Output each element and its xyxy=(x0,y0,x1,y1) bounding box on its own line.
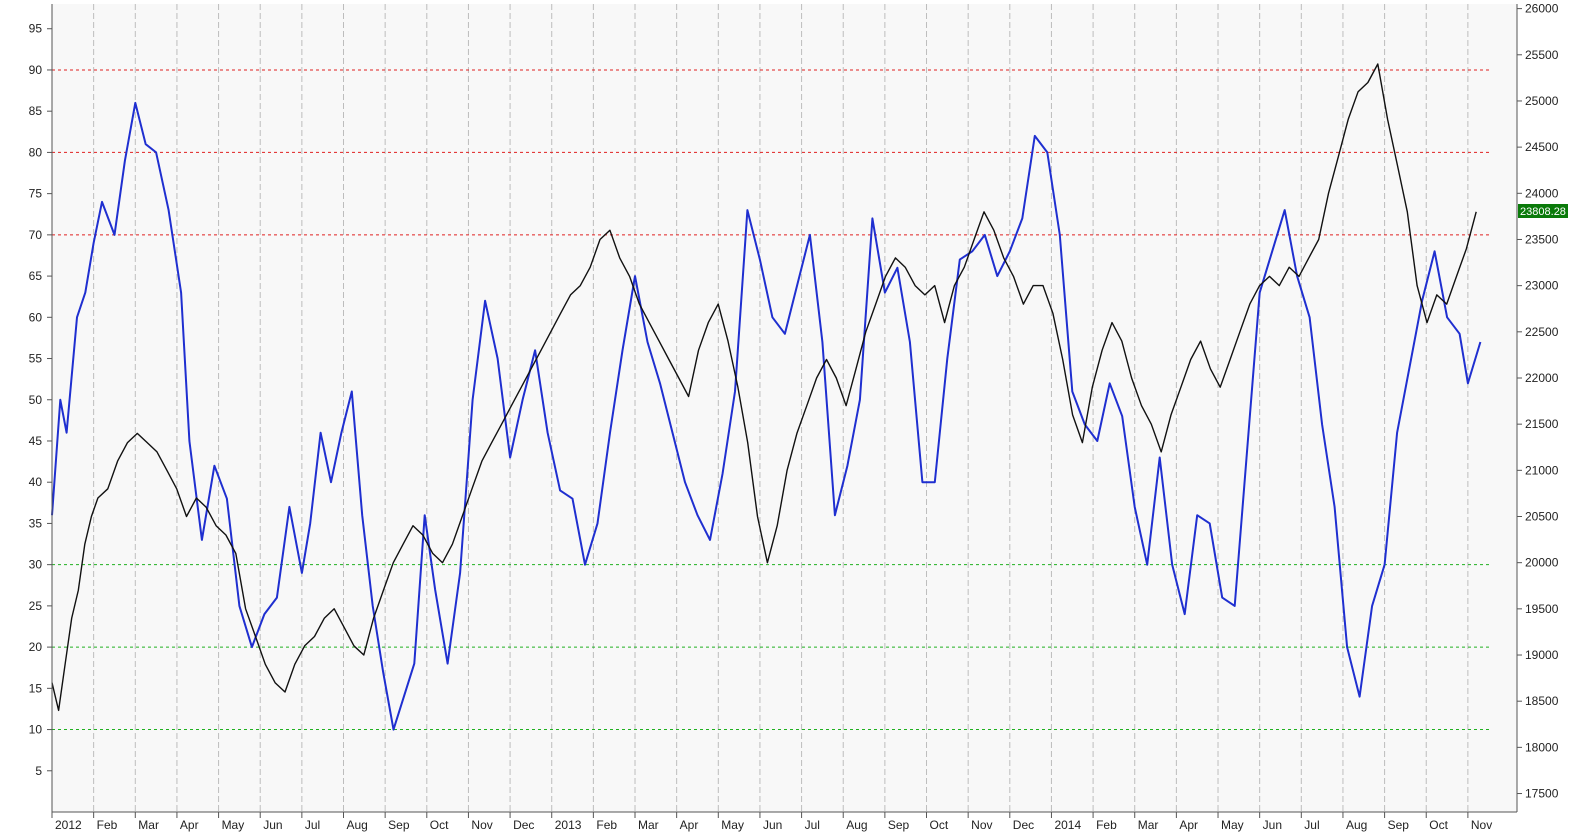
x-tick-label: 2012 xyxy=(55,818,82,832)
x-tick-label: Nov xyxy=(971,818,992,832)
x-tick-label: Oct xyxy=(430,818,449,832)
left-tick-label: 30 xyxy=(29,558,43,572)
left-tick-label: 55 xyxy=(29,352,43,366)
x-tick-label: Sep xyxy=(888,818,910,832)
left-axis-ticks: 5 10 15 20 25 30 35 40 45 50 55 60 65 70 75 80 85 90 95 xyxy=(29,22,52,778)
right-tick-label: 19000 xyxy=(1525,648,1559,662)
right-tick-label: 24000 xyxy=(1525,186,1559,200)
x-tick-label: Jul xyxy=(305,818,320,832)
right-tick-label: 25500 xyxy=(1525,48,1559,62)
x-tick-label: Oct xyxy=(1429,818,1448,832)
x-tick-label: May xyxy=(1221,818,1244,832)
x-tick-label: Sep xyxy=(1388,818,1410,832)
right-tick-label: 20000 xyxy=(1525,556,1559,570)
right-tick-label: 20500 xyxy=(1525,510,1559,524)
x-tick-label: Jun xyxy=(1263,818,1282,832)
right-tick-label: 18000 xyxy=(1525,740,1559,754)
right-tick-label: 22500 xyxy=(1525,325,1559,339)
series-layer xyxy=(51,63,1482,731)
right-tick-label: 23500 xyxy=(1525,232,1559,246)
right-tick-label: 24500 xyxy=(1525,140,1559,154)
left-tick-label: 60 xyxy=(29,310,43,324)
x-tick-label: Mar xyxy=(138,818,159,832)
x-tick-label: Oct xyxy=(930,818,949,832)
left-tick-label: 90 xyxy=(29,63,43,77)
left-tick-label: 85 xyxy=(29,104,43,118)
x-tick-label: Dec xyxy=(513,818,534,832)
left-tick-label: 35 xyxy=(29,516,43,530)
left-tick-label: 70 xyxy=(29,228,43,242)
price-series-line xyxy=(51,63,1477,712)
right-tick-label: 25000 xyxy=(1525,94,1559,108)
x-tick-label: Nov xyxy=(1471,818,1492,832)
x-tick-label: Feb xyxy=(97,818,118,832)
x-axis-ticks: 2012 Feb Mar Apr May Jun Jul Aug Sep Oct Nov Dec 201… xyxy=(51,812,1492,832)
right-tick-label: 26000 xyxy=(1525,2,1559,16)
x-tick-label: 2013 xyxy=(555,818,582,832)
left-tick-label: 5 xyxy=(35,764,42,778)
indicator-series-line xyxy=(51,101,1482,731)
x-tick-label: 2014 xyxy=(1054,818,1081,832)
left-tick-label: 15 xyxy=(29,681,43,695)
x-tick-label: Apr xyxy=(1179,818,1198,832)
right-tick-label: 19500 xyxy=(1525,602,1559,616)
x-tick-label: Jun xyxy=(763,818,782,832)
left-tick-label: 50 xyxy=(29,393,43,407)
x-tick-label: Nov xyxy=(471,818,492,832)
x-tick-label: Aug xyxy=(347,818,368,832)
left-tick-label: 45 xyxy=(29,434,43,448)
right-tick-label: 18500 xyxy=(1525,694,1559,708)
x-tick-label: Dec xyxy=(1013,818,1034,832)
right-tick-label: 23000 xyxy=(1525,279,1559,293)
left-tick-label: 75 xyxy=(29,187,43,201)
x-tick-label: Sep xyxy=(388,818,410,832)
x-tick-label: May xyxy=(721,818,744,832)
x-tick-label: Jul xyxy=(1304,818,1319,832)
x-tick-label: Mar xyxy=(1138,818,1159,832)
last-price-badge: 23808.28 xyxy=(1518,204,1568,218)
right-axis-ticks: 17500 18000 18500 19000 19500 20000 20500 21000… xyxy=(1517,2,1559,801)
x-tick-label: Aug xyxy=(1346,818,1367,832)
x-tick-label: Jun xyxy=(263,818,282,832)
last-price-badge-bg xyxy=(1518,204,1568,218)
x-tick-label: Apr xyxy=(180,818,199,832)
x-tick-label: May xyxy=(222,818,245,832)
last-price-label: 23808.28 xyxy=(1520,206,1566,218)
x-tick-label: Feb xyxy=(596,818,617,832)
x-tick-label: Apr xyxy=(680,818,699,832)
plot-area xyxy=(52,4,1517,812)
x-tick-label: Mar xyxy=(638,818,659,832)
left-tick-label: 65 xyxy=(29,269,43,283)
left-tick-label: 25 xyxy=(29,599,43,613)
right-tick-label: 22000 xyxy=(1525,371,1559,385)
right-tick-label: 17500 xyxy=(1525,787,1559,801)
x-tick-label: Feb xyxy=(1096,818,1117,832)
x-tick-label: Aug xyxy=(846,818,867,832)
left-tick-label: 20 xyxy=(29,640,43,654)
right-tick-label: 21000 xyxy=(1525,463,1559,477)
right-tick-label: 21500 xyxy=(1525,417,1559,431)
reference-lines xyxy=(52,69,1492,731)
left-tick-label: 10 xyxy=(29,723,43,737)
left-tick-label: 40 xyxy=(29,475,43,489)
left-tick-label: 95 xyxy=(29,22,43,36)
left-tick-label: 80 xyxy=(29,145,43,159)
x-tick-label: Jul xyxy=(805,818,820,832)
